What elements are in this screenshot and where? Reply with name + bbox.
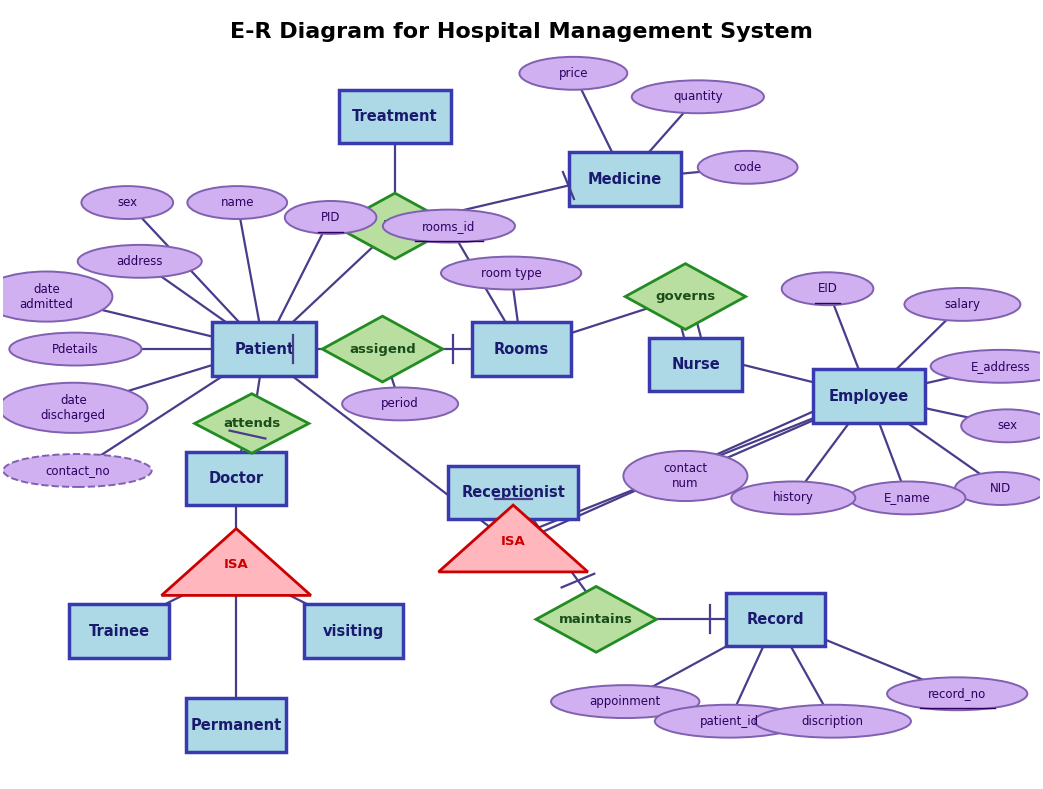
Text: code: code xyxy=(733,161,761,174)
Text: Patient: Patient xyxy=(235,342,294,357)
Text: E_name: E_name xyxy=(884,492,930,504)
Ellipse shape xyxy=(904,288,1020,321)
Text: Nurse: Nurse xyxy=(672,357,720,372)
Ellipse shape xyxy=(0,383,147,433)
Text: Doctor: Doctor xyxy=(209,471,264,486)
Text: ISA: ISA xyxy=(501,534,526,548)
Ellipse shape xyxy=(888,677,1027,710)
FancyBboxPatch shape xyxy=(187,451,286,505)
FancyBboxPatch shape xyxy=(339,90,451,143)
Ellipse shape xyxy=(955,472,1043,505)
Text: name: name xyxy=(220,196,254,209)
FancyBboxPatch shape xyxy=(69,604,169,658)
Text: appoinment: appoinment xyxy=(589,695,661,708)
Text: Permanent: Permanent xyxy=(191,718,282,733)
Ellipse shape xyxy=(77,245,201,278)
Ellipse shape xyxy=(655,705,803,738)
FancyBboxPatch shape xyxy=(814,369,925,423)
Text: EID: EID xyxy=(818,282,838,295)
Polygon shape xyxy=(322,316,442,382)
Text: Rooms: Rooms xyxy=(494,342,549,357)
Polygon shape xyxy=(335,193,455,259)
FancyBboxPatch shape xyxy=(448,466,578,519)
Polygon shape xyxy=(438,505,588,572)
Text: discription: discription xyxy=(802,715,864,727)
Text: NID: NID xyxy=(990,482,1012,495)
Ellipse shape xyxy=(731,481,855,514)
Ellipse shape xyxy=(81,186,173,219)
Text: patient_id: patient_id xyxy=(700,715,758,727)
FancyBboxPatch shape xyxy=(213,323,316,376)
Polygon shape xyxy=(162,529,311,596)
Text: governs: governs xyxy=(655,290,715,303)
Text: Receptionist: Receptionist xyxy=(461,485,565,500)
Ellipse shape xyxy=(632,80,763,114)
Ellipse shape xyxy=(383,210,515,242)
Ellipse shape xyxy=(781,272,873,305)
Text: salary: salary xyxy=(944,298,980,311)
Text: bill: bill xyxy=(383,219,407,233)
Ellipse shape xyxy=(849,481,966,514)
Ellipse shape xyxy=(3,454,151,487)
FancyBboxPatch shape xyxy=(304,604,404,658)
Polygon shape xyxy=(536,586,656,653)
Text: rooms_id: rooms_id xyxy=(422,219,476,233)
Text: ISA: ISA xyxy=(224,558,248,571)
Text: Treatment: Treatment xyxy=(353,109,438,124)
Text: contact_no: contact_no xyxy=(45,464,110,477)
Text: date
discharged: date discharged xyxy=(41,394,106,422)
Text: sex: sex xyxy=(997,419,1017,432)
FancyBboxPatch shape xyxy=(569,152,681,206)
Text: assigend: assigend xyxy=(349,342,416,356)
Text: Trainee: Trainee xyxy=(89,623,149,638)
Ellipse shape xyxy=(624,451,748,501)
Text: address: address xyxy=(117,255,163,267)
Ellipse shape xyxy=(441,256,581,290)
Polygon shape xyxy=(195,394,309,453)
Text: contact
num: contact num xyxy=(663,462,707,490)
Polygon shape xyxy=(625,264,746,330)
Text: E_address: E_address xyxy=(971,360,1030,372)
Text: Employee: Employee xyxy=(829,388,909,403)
Ellipse shape xyxy=(519,57,627,90)
Text: E-R Diagram for Hospital Management System: E-R Diagram for Hospital Management Syst… xyxy=(231,22,812,43)
Text: price: price xyxy=(559,67,588,80)
Text: PID: PID xyxy=(321,211,340,224)
FancyBboxPatch shape xyxy=(649,338,743,391)
Text: attends: attends xyxy=(223,417,281,430)
Text: period: period xyxy=(382,398,419,410)
Text: sex: sex xyxy=(117,196,138,209)
Ellipse shape xyxy=(551,685,700,718)
FancyBboxPatch shape xyxy=(187,698,286,752)
Ellipse shape xyxy=(342,387,458,421)
Text: maintains: maintains xyxy=(559,613,633,626)
Text: Record: Record xyxy=(747,611,804,626)
Text: history: history xyxy=(773,492,814,504)
Text: room type: room type xyxy=(481,267,541,279)
Text: Medicine: Medicine xyxy=(588,171,662,186)
Ellipse shape xyxy=(698,151,798,184)
FancyBboxPatch shape xyxy=(471,323,572,376)
Text: Pdetails: Pdetails xyxy=(52,342,99,356)
FancyBboxPatch shape xyxy=(726,593,825,646)
Text: visiting: visiting xyxy=(322,623,384,638)
Ellipse shape xyxy=(962,409,1043,443)
Ellipse shape xyxy=(9,333,142,365)
Text: record_no: record_no xyxy=(928,687,987,701)
Ellipse shape xyxy=(754,705,911,738)
Ellipse shape xyxy=(285,201,377,234)
Ellipse shape xyxy=(930,350,1043,383)
Text: date
admitted: date admitted xyxy=(20,282,73,311)
Ellipse shape xyxy=(188,186,287,219)
Ellipse shape xyxy=(0,271,113,322)
Text: quantity: quantity xyxy=(673,90,723,103)
